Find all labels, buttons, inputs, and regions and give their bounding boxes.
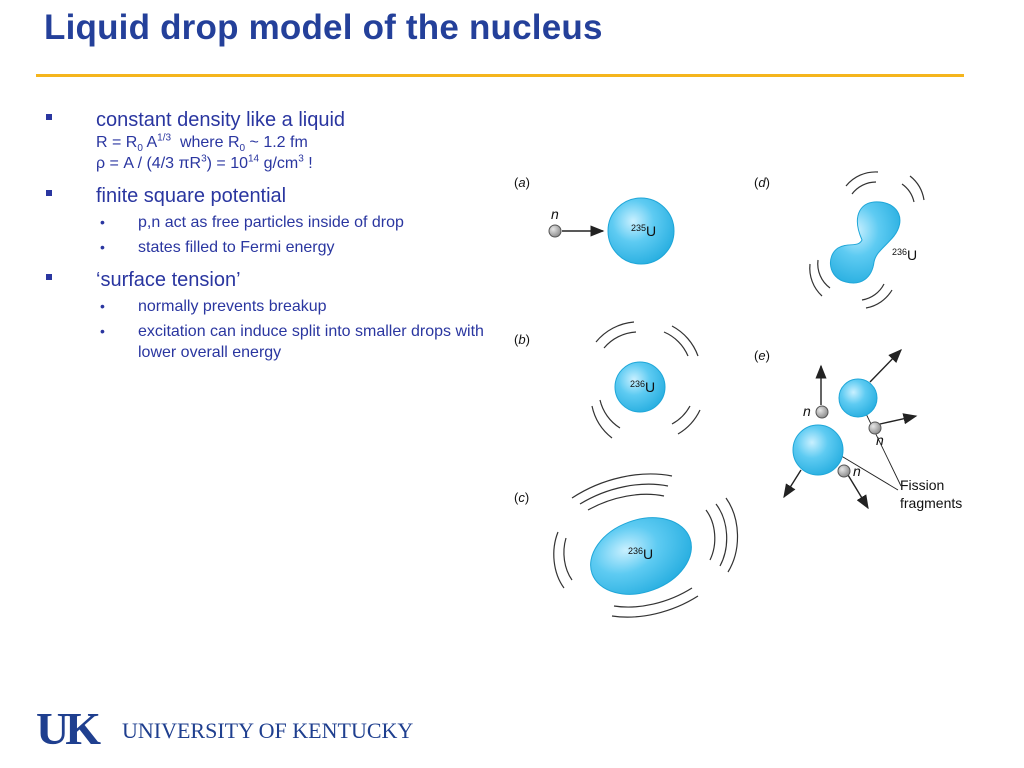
vibration-lines	[809, 171, 925, 309]
uk-logo-mark: UK	[36, 703, 101, 754]
panel-e: (e) n n n Fission fragments	[754, 348, 962, 511]
deformed-nucleus	[590, 517, 692, 595]
nucleus-label: 236U	[630, 379, 655, 395]
dot-bullet-icon: •	[100, 214, 105, 230]
panel-label: (d)	[754, 175, 770, 190]
neutron-label: n	[551, 206, 559, 222]
fission-fragments-label: Fission fragments	[900, 477, 962, 511]
sub-bullet: • normally prevents breakup	[100, 298, 327, 315]
sub-bullet: • states filled to Fermi energy	[100, 239, 335, 256]
neutron-label: n	[853, 463, 861, 479]
panel-label: (b)	[514, 332, 530, 347]
panel-label: (e)	[754, 348, 770, 363]
fission-fragment-large	[792, 424, 844, 476]
neutron-particle	[868, 421, 882, 435]
panel-a: (a) n 235U	[514, 175, 675, 265]
uranium-236-nucleus	[614, 361, 666, 413]
elongated-nucleus	[830, 201, 901, 284]
neutron-label: n	[803, 403, 811, 419]
bullet-item: finite square potential • p,n act as free…	[44, 184, 494, 258]
panel-label: (a)	[514, 175, 530, 190]
square-bullet-icon	[46, 114, 52, 120]
uranium-235-nucleus	[607, 197, 675, 265]
bullet-text: finite square potential	[96, 185, 287, 207]
panel-d: (d) 236U	[754, 171, 925, 309]
dot-bullet-icon: •	[100, 239, 105, 255]
density-formula: ρ = A / (4/3 πR3) = 1014 g/cm3 !	[96, 153, 313, 172]
bullet-item: ‘surface tension’ • normally prevents bre…	[44, 268, 494, 363]
vibration-lines	[553, 473, 739, 618]
slide-title: Liquid drop model of the nucleus	[44, 8, 603, 47]
nucleus-label: 236U	[628, 546, 653, 562]
neutron-particle	[815, 405, 829, 419]
university-logo: UK UNIVERSITY OF KENTUCKY	[36, 703, 413, 754]
square-bullet-icon	[46, 190, 52, 196]
radius-formula: R = R0 A1/3 where R0 ~ 1.2 fm	[96, 132, 308, 155]
neutron-label: n	[876, 432, 884, 448]
neutron-particle	[548, 224, 562, 238]
sub-bullet: • excitation can induce split into smalle…	[100, 323, 484, 361]
bullet-text: ‘surface tension’	[96, 269, 241, 291]
dot-bullet-icon: •	[100, 323, 105, 339]
bullet-item: constant density like a liquid R = R0 A1…	[44, 108, 494, 174]
neutron-particle	[837, 464, 851, 478]
panel-label: (c)	[514, 490, 529, 505]
nucleus-label: 235U	[631, 223, 656, 239]
panel-c: (c) 236U	[514, 473, 739, 618]
bullet-list: constant density like a liquid R = R0 A1…	[44, 108, 494, 373]
title-divider	[36, 74, 964, 77]
sub-bullet: • p,n act as free particles inside of dro…	[100, 214, 404, 231]
panel-b: (b) 236U	[514, 321, 701, 439]
university-name: UNIVERSITY OF KENTUCKY	[122, 718, 413, 743]
fission-fragment-small	[838, 378, 878, 418]
dot-bullet-icon: •	[100, 298, 105, 314]
bullet-text: constant density like a liquid	[96, 109, 346, 131]
fission-diagram: (a) n 235U (b) 236U (c)	[514, 171, 962, 618]
nucleus-label: 236U	[892, 247, 917, 263]
vibration-lines	[591, 321, 701, 439]
square-bullet-icon	[46, 274, 52, 280]
